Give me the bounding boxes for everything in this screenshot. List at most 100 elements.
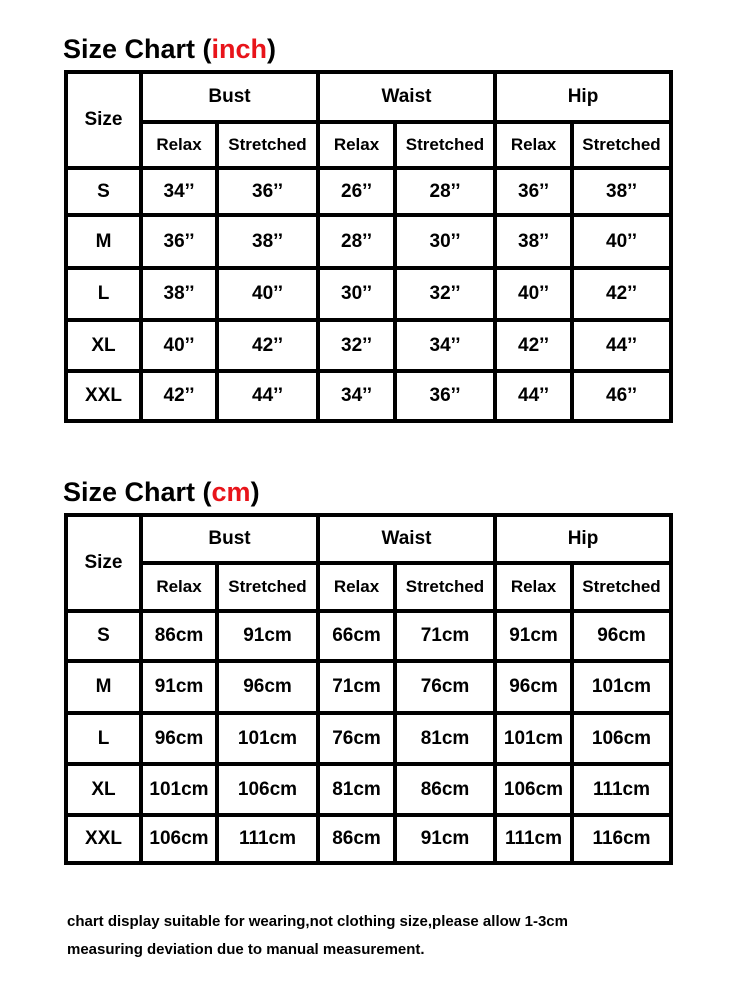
measurement-cell: 76cm	[393, 659, 497, 715]
size-label: S	[64, 609, 143, 663]
measurement-cell: 96cm	[215, 659, 320, 715]
title-suffix: )	[267, 34, 277, 64]
measurement-cell: 101cm	[139, 762, 219, 817]
measurement-cell: 76cm	[316, 711, 397, 766]
group-header: Hip	[493, 513, 673, 565]
size-label: M	[64, 659, 143, 715]
measurement-cell: 32’’	[316, 318, 397, 373]
measurement-cell: 32’’	[393, 266, 497, 322]
measurement-cell: 38’’	[139, 266, 219, 322]
measurement-cell: 96cm	[570, 609, 673, 663]
size-chart-title: Size Chart (cm)	[63, 477, 260, 508]
group-header: Waist	[316, 70, 497, 124]
measurement-cell: 86cm	[316, 813, 397, 865]
measurement-cell: 36’’	[139, 213, 219, 270]
measurement-cell: 34’’	[139, 166, 219, 217]
table-row: XXL 42’’ 44’’ 34’’ 36’’ 44’’ 46’’	[64, 369, 673, 423]
subheader: Relax	[139, 561, 219, 613]
measurement-cell: 42’’	[570, 266, 673, 322]
measurement-cell: 34’’	[316, 369, 397, 423]
size-chart-title: Size Chart (inch)	[63, 34, 276, 65]
measurement-cell: 42’’	[139, 369, 219, 423]
measurement-cell: 44’’	[570, 318, 673, 373]
size-table: Size Bust Waist Hip Relax Stretched Relax Stret…	[64, 513, 673, 865]
measurement-cell: 101cm	[215, 711, 320, 766]
title-suffix: )	[250, 477, 260, 507]
table-row: XXL 106cm 111cm 86cm 91cm 111cm 116cm	[64, 813, 673, 865]
measurement-cell: 96cm	[493, 659, 574, 715]
measurement-cell: 71cm	[393, 609, 497, 663]
size-label: XXL	[64, 369, 143, 423]
table-row: XL 101cm 106cm 81cm 86cm 106cm 111cm	[64, 762, 673, 817]
measurement-cell: 106cm	[570, 711, 673, 766]
measurement-cell: 38’’	[570, 166, 673, 217]
measurement-cell: 106cm	[215, 762, 320, 817]
measurement-cell: 44’’	[215, 369, 320, 423]
subheader: Relax	[139, 120, 219, 170]
note-line-2: measuring deviation due to manual measur…	[67, 941, 425, 958]
measurement-cell: 116cm	[570, 813, 673, 865]
measurement-cell: 91cm	[393, 813, 497, 865]
measurement-cell: 42’’	[493, 318, 574, 373]
measurement-cell: 42’’	[215, 318, 320, 373]
measurement-cell: 26’’	[316, 166, 397, 217]
title-unit: inch	[211, 34, 268, 64]
measurement-cell: 86cm	[139, 609, 219, 663]
group-header-row: Size Bust Waist Hip	[64, 70, 673, 170]
subheader: Stretched	[570, 561, 673, 613]
measurement-cell: 40’’	[215, 266, 320, 322]
group-header: Bust	[139, 513, 320, 565]
table-row: S 86cm 91cm 66cm 71cm 91cm 96cm	[64, 609, 673, 663]
measurement-cell: 40’’	[493, 266, 574, 322]
measurement-cell: 91cm	[215, 609, 320, 663]
size-label: L	[64, 711, 143, 766]
subheader-row: Relax Stretched Relax Stretched Relax Stretch…	[66, 561, 673, 613]
size-label: S	[64, 166, 143, 217]
group-header: Bust	[139, 70, 320, 124]
subheader-row: Relax Stretched Relax Stretched Relax Stretch…	[66, 120, 673, 170]
measurement-cell: 36’’	[215, 166, 320, 217]
measurement-cell: 38’’	[215, 213, 320, 270]
table-row: S 34’’ 36’’ 26’’ 28’’ 36’’ 38’’	[64, 166, 673, 217]
group-header: Waist	[316, 513, 497, 565]
measurement-cell: 81cm	[393, 711, 497, 766]
subheader: Relax	[316, 561, 397, 613]
title-unit: cm	[211, 477, 251, 507]
table-row: M 36’’ 38’’ 28’’ 30’’ 38’’ 40’’	[64, 213, 673, 270]
disclaimer-note: chart display suitable for wearing,not c…	[67, 908, 707, 964]
measurement-cell: 101cm	[570, 659, 673, 715]
measurement-cell: 91cm	[493, 609, 574, 663]
subheader: Stretched	[215, 120, 320, 170]
measurement-cell: 101cm	[493, 711, 574, 766]
measurement-cell: 81cm	[316, 762, 397, 817]
subheader: Stretched	[215, 561, 320, 613]
measurement-cell: 66cm	[316, 609, 397, 663]
measurement-cell: 111cm	[493, 813, 574, 865]
measurement-cell: 91cm	[139, 659, 219, 715]
measurement-cell: 44’’	[493, 369, 574, 423]
measurement-cell: 40’’	[139, 318, 219, 373]
size-label: M	[64, 213, 143, 270]
subheader: Stretched	[570, 120, 673, 170]
table-row: M 91cm 96cm 71cm 76cm 96cm 101cm	[64, 659, 673, 715]
note-line-1: chart display suitable for wearing,not c…	[67, 913, 568, 930]
table-row: L 96cm 101cm 76cm 81cm 101cm 106cm	[64, 711, 673, 766]
measurement-cell: 34’’	[393, 318, 497, 373]
measurement-cell: 106cm	[139, 813, 219, 865]
measurement-cell: 40’’	[570, 213, 673, 270]
table-row: XL 40’’ 42’’ 32’’ 34’’ 42’’ 44’’	[64, 318, 673, 373]
measurement-cell: 36’’	[493, 166, 574, 217]
measurement-cell: 30’’	[393, 213, 497, 270]
measurement-cell: 28’’	[393, 166, 497, 217]
size-table: Size Bust Waist Hip Relax Stretched Relax Stret…	[64, 70, 673, 423]
measurement-cell: 111cm	[215, 813, 320, 865]
measurement-cell: 71cm	[316, 659, 397, 715]
group-header-row: Size Bust Waist Hip	[64, 513, 673, 613]
subheader: Stretched	[393, 120, 497, 170]
measurement-cell: 111cm	[570, 762, 673, 817]
title-prefix: Size Chart (	[63, 34, 212, 64]
measurement-cell: 86cm	[393, 762, 497, 817]
size-label: XL	[64, 762, 143, 817]
subheader: Relax	[493, 561, 574, 613]
size-header: Size	[64, 70, 143, 170]
